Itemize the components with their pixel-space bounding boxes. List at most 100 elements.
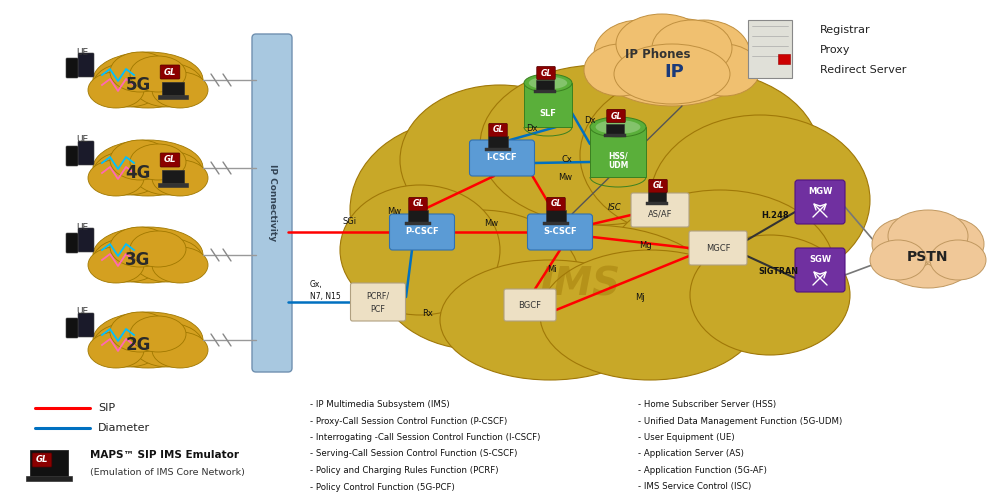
Text: MGCF: MGCF [706, 243, 730, 253]
Text: SGi: SGi [343, 217, 357, 226]
Ellipse shape [605, 190, 835, 350]
Ellipse shape [876, 216, 980, 288]
Ellipse shape [152, 332, 208, 368]
Text: UE: UE [76, 135, 88, 144]
Ellipse shape [658, 20, 750, 88]
Ellipse shape [152, 160, 208, 196]
Ellipse shape [652, 20, 732, 76]
Ellipse shape [110, 140, 170, 180]
Text: SGW: SGW [809, 256, 831, 265]
Text: - IP Multimedia Subsystem (IMS): - IP Multimedia Subsystem (IMS) [310, 400, 450, 409]
Text: 3G: 3G [125, 251, 151, 269]
Ellipse shape [540, 250, 760, 380]
Ellipse shape [152, 247, 208, 283]
Polygon shape [590, 127, 646, 177]
Ellipse shape [688, 44, 760, 96]
Ellipse shape [110, 227, 170, 267]
Ellipse shape [133, 151, 203, 195]
Ellipse shape [133, 63, 203, 107]
Text: - Home Subscriber Server (HSS): - Home Subscriber Server (HSS) [638, 400, 776, 409]
Text: IP: IP [664, 63, 684, 81]
Ellipse shape [130, 144, 186, 180]
Text: SLF: SLF [540, 109, 556, 118]
Text: GL: GL [412, 199, 424, 208]
Ellipse shape [614, 44, 730, 104]
Text: IP Phones: IP Phones [625, 48, 691, 61]
Text: Mj: Mj [635, 294, 645, 303]
Text: GL: GL [164, 68, 176, 77]
FancyBboxPatch shape [534, 90, 556, 93]
Text: (Emulation of IMS Core Network): (Emulation of IMS Core Network) [90, 468, 245, 477]
Text: Mw: Mw [558, 173, 572, 182]
Text: Gx,: Gx, [310, 281, 323, 290]
Ellipse shape [88, 72, 144, 108]
Text: Cx: Cx [562, 155, 572, 164]
Text: 4G: 4G [125, 164, 151, 182]
Ellipse shape [93, 323, 163, 367]
Ellipse shape [93, 63, 163, 107]
Text: Mi: Mi [547, 266, 557, 275]
Text: Proxy: Proxy [820, 45, 850, 55]
Text: PCF: PCF [371, 306, 385, 315]
Ellipse shape [93, 151, 163, 195]
FancyBboxPatch shape [351, 283, 406, 321]
Ellipse shape [916, 218, 984, 270]
Text: AS/AF: AS/AF [648, 209, 672, 218]
Ellipse shape [88, 160, 144, 196]
Text: PCRF/: PCRF/ [366, 292, 390, 301]
FancyBboxPatch shape [795, 180, 845, 224]
FancyBboxPatch shape [158, 95, 188, 99]
Text: GL: GL [164, 155, 176, 164]
Ellipse shape [410, 100, 790, 340]
FancyBboxPatch shape [604, 134, 626, 137]
Ellipse shape [529, 77, 567, 89]
Text: UE: UE [76, 222, 88, 231]
Text: HSS/: HSS/ [608, 151, 628, 160]
FancyBboxPatch shape [689, 231, 747, 265]
Ellipse shape [133, 323, 203, 367]
Ellipse shape [594, 20, 686, 88]
Ellipse shape [460, 225, 720, 365]
Ellipse shape [440, 260, 660, 380]
Text: Rx: Rx [423, 310, 433, 319]
Text: - Application Server (AS): - Application Server (AS) [638, 449, 744, 458]
Ellipse shape [88, 247, 144, 283]
FancyBboxPatch shape [546, 210, 566, 222]
Ellipse shape [872, 218, 940, 270]
Text: Diameter: Diameter [98, 423, 150, 433]
FancyBboxPatch shape [631, 193, 689, 227]
FancyBboxPatch shape [547, 197, 565, 210]
Ellipse shape [584, 44, 656, 96]
Ellipse shape [650, 115, 870, 285]
Ellipse shape [888, 210, 968, 262]
Text: Mw: Mw [484, 219, 498, 228]
Ellipse shape [93, 52, 203, 108]
Ellipse shape [130, 231, 186, 267]
Ellipse shape [110, 52, 170, 92]
Text: UE: UE [76, 48, 88, 57]
Text: GL: GL [652, 181, 664, 190]
FancyBboxPatch shape [66, 233, 78, 253]
Text: - Policy Control Function (5G-PCF): - Policy Control Function (5G-PCF) [310, 482, 455, 491]
FancyBboxPatch shape [543, 222, 569, 225]
FancyBboxPatch shape [162, 82, 184, 95]
Ellipse shape [130, 316, 186, 352]
FancyBboxPatch shape [30, 450, 68, 476]
Text: - Proxy-Call Session Control Function (P-CSCF): - Proxy-Call Session Control Function (P… [310, 416, 507, 425]
FancyBboxPatch shape [252, 34, 292, 372]
FancyBboxPatch shape [489, 123, 507, 137]
Text: GL: GL [550, 199, 562, 208]
FancyBboxPatch shape [646, 202, 668, 205]
Text: I-CSCF: I-CSCF [487, 153, 517, 162]
Text: IMS: IMS [539, 266, 621, 304]
Text: Mw: Mw [387, 207, 401, 216]
Text: ISC: ISC [608, 203, 622, 212]
Text: - IMS Service Control (ISC): - IMS Service Control (ISC) [638, 482, 751, 491]
Ellipse shape [93, 140, 203, 196]
Ellipse shape [870, 240, 926, 280]
FancyBboxPatch shape [649, 179, 667, 192]
FancyBboxPatch shape [648, 192, 666, 202]
Text: - Unified Data Management Function (5G-UDM): - Unified Data Management Function (5G-U… [638, 416, 842, 425]
FancyBboxPatch shape [162, 170, 184, 183]
Polygon shape [524, 83, 572, 127]
